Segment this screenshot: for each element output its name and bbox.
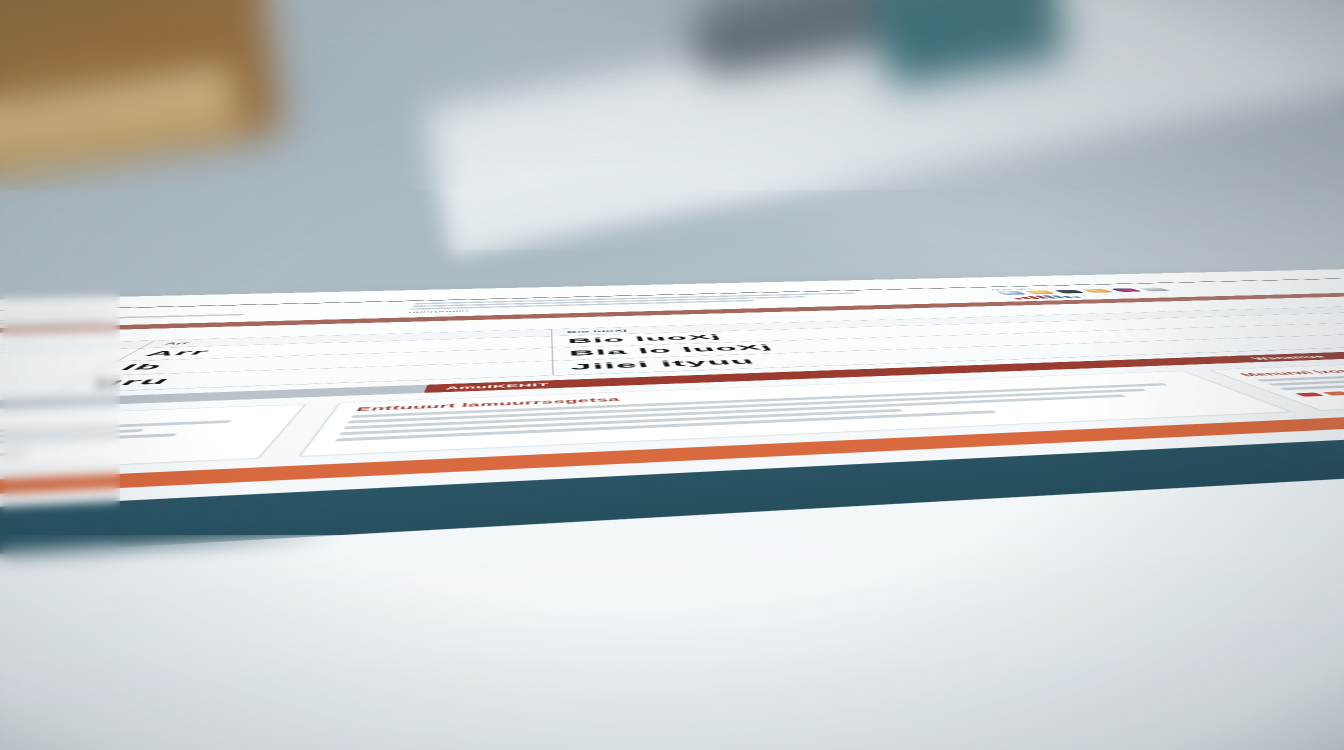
meta-column-mid: nuerunulin	[407, 290, 994, 315]
text-line	[0, 420, 232, 467]
title-rule	[0, 275, 1344, 318]
spark-bar	[1071, 296, 1082, 298]
meta-bar-3	[414, 292, 857, 305]
meta-bar-5	[410, 299, 755, 310]
brick-band-2-label: Wanamue	[1247, 354, 1329, 361]
media-icon[interactable]	[995, 291, 1027, 295]
legend-swatch-icon	[1294, 392, 1325, 397]
spark-bar	[1019, 296, 1032, 300]
photo-icon[interactable]	[1024, 290, 1056, 295]
mini-bar-chart: c	[1008, 284, 1344, 300]
color-icon[interactable]	[1110, 288, 1142, 292]
legend-swatch-icon	[1322, 391, 1344, 396]
spark-bar	[1033, 295, 1049, 299]
meta-column-icons: Nuieuu	[989, 278, 1344, 300]
spark-bar	[1026, 296, 1040, 299]
meta-line-3: nuerunulin	[407, 309, 469, 314]
gallery-icon[interactable]	[1081, 288, 1114, 293]
page-title: JUNTL-LD	[0, 271, 1344, 315]
side-panel-label: c	[1080, 294, 1090, 297]
brick-band-label: AmuIKEHIT	[444, 381, 549, 391]
meta-line-1: Maiseri/Meri eg Meniniuu	[0, 304, 391, 323]
spark-bar	[1051, 295, 1066, 299]
document-sheet-wrapper: JUNTL-LD Maiseri/Meri eg Meniniuu entuta…	[0, 60, 1344, 750]
spark-bar	[1013, 297, 1024, 300]
document-sheet: JUNTL-LD Maiseri/Meri eg Meniniuu entuta…	[0, 267, 1344, 750]
app-icon-grid	[995, 280, 1344, 295]
document-icon[interactable]	[1053, 289, 1085, 294]
spark-bar	[1061, 295, 1074, 299]
spark-bar	[1041, 295, 1057, 299]
sparkline-bars	[1008, 294, 1082, 300]
meta-bar-4	[412, 296, 807, 308]
file-icon[interactable]	[1138, 287, 1171, 292]
icons-section-label: Nuieuu	[988, 288, 1035, 291]
